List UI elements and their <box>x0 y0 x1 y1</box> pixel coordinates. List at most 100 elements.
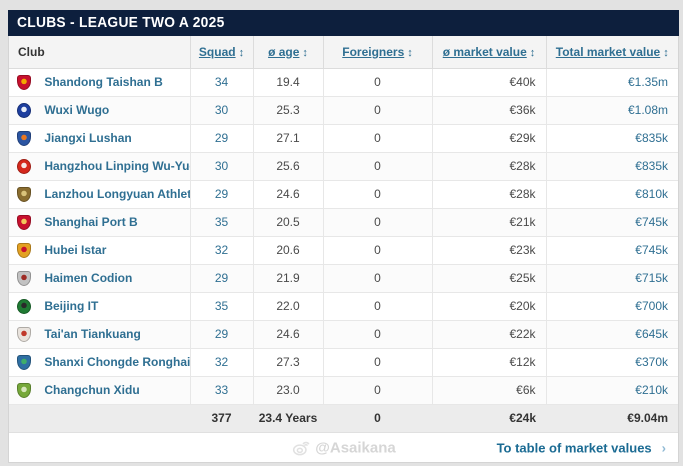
squad-value-link[interactable]: 35 <box>189 208 254 237</box>
club-crest-icon[interactable] <box>17 130 31 146</box>
squad-value-link[interactable]: 29 <box>189 264 254 293</box>
total-market-value-link[interactable]: €645k <box>545 320 678 349</box>
squad-value-link[interactable]: 34 <box>189 68 254 97</box>
weibo-icon <box>292 441 309 455</box>
clubs-table-box: CLUBS - LEAGUE TWO A 2025 Club Squad ↕ ø … <box>8 10 679 463</box>
totals-squad: 377 <box>190 404 253 432</box>
club-name-link[interactable]: Shandong Taishan B <box>44 75 163 90</box>
total-market-value-link[interactable]: €745k <box>545 208 678 237</box>
club-name-link[interactable]: Lanzhou Longyuan Athletic <box>44 187 190 202</box>
column-header-squad: Squad ↕ <box>189 36 254 69</box>
table-row: Shandong Taishan B 34 19.4 0 €40k €1.35m <box>9 68 678 97</box>
totals-row: 377 23.4 Years 0 €24k €9.04m <box>9 404 678 432</box>
club-crest-icon[interactable] <box>17 270 31 286</box>
club-crest-icon[interactable] <box>17 382 31 398</box>
foreigners-value: 0 <box>322 124 433 153</box>
club-crest-icon[interactable] <box>17 158 31 174</box>
club-name-link[interactable]: Shanxi Chongde Ronghai <box>44 355 190 370</box>
total-market-value-link[interactable]: €835k <box>545 152 678 181</box>
sort-avg-age-link[interactable]: ø age ↕ <box>268 44 308 59</box>
club-name-link[interactable]: Haimen Codion <box>44 271 133 286</box>
sort-arrows-icon[interactable]: ↕ <box>302 46 308 59</box>
page-title: CLUBS - LEAGUE TWO A 2025 <box>17 14 225 31</box>
total-market-value-link[interactable]: €1.08m <box>545 96 678 125</box>
sort-arrows-icon[interactable]: ↕ <box>238 46 245 59</box>
avg-market-value: €28k <box>431 180 547 209</box>
squad-value-link[interactable]: 32 <box>189 236 254 265</box>
sort-foreigners-link[interactable]: Foreigners ↕ <box>342 44 413 59</box>
market-values-table-link[interactable]: To table of market values › <box>496 440 666 455</box>
squad-value-link[interactable]: 29 <box>189 180 254 209</box>
totals-empty-cell <box>9 404 190 432</box>
avg-market-value: €40k <box>431 68 547 97</box>
avg-age-value: 25.3 <box>252 96 324 125</box>
club-name-link[interactable]: Hubei Istar <box>44 243 107 258</box>
column-header-avg-market-value: ø market value ↕ <box>431 36 547 69</box>
total-market-value-link[interactable]: €700k <box>545 292 678 321</box>
club-name-link[interactable]: Tai'an Tiankuang <box>44 327 141 342</box>
chevron-right-icon: › <box>661 440 666 455</box>
squad-value-link[interactable]: 29 <box>189 124 254 153</box>
total-market-value-link[interactable]: €210k <box>545 376 678 405</box>
squad-value-link[interactable]: 30 <box>189 152 254 181</box>
avg-age-value: 22.0 <box>252 292 324 321</box>
table-row: Shanxi Chongde Ronghai 32 27.3 0 €12k €3… <box>9 348 678 377</box>
avg-age-value: 27.3 <box>252 348 324 377</box>
club-crest-icon[interactable] <box>17 186 31 202</box>
foreigners-value: 0 <box>322 236 433 265</box>
sort-squad-link[interactable]: Squad ↕ <box>198 44 245 59</box>
column-header-total-market-value: Total market value ↕ <box>545 36 678 69</box>
club-name-link[interactable]: Jiangxi Lushan <box>44 131 132 146</box>
club-name-link[interactable]: Hangzhou Linping Wu-Yue <box>44 159 190 174</box>
sort-arrows-icon[interactable]: ↕ <box>663 46 669 59</box>
sort-avg-market-value-link[interactable]: ø market value ↕ <box>442 44 536 59</box>
total-market-value-link[interactable]: €745k <box>545 236 678 265</box>
avg-age-value: 21.9 <box>252 264 324 293</box>
squad-value-link[interactable]: 30 <box>189 96 254 125</box>
club-crest-icon[interactable] <box>17 354 31 370</box>
table-row: Jiangxi Lushan 29 27.1 0 €29k €835k <box>9 124 678 153</box>
total-market-value-link[interactable]: €715k <box>545 264 678 293</box>
squad-value-link[interactable]: 32 <box>189 348 254 377</box>
avg-market-value: €21k <box>431 208 547 237</box>
squad-value-link[interactable]: 35 <box>189 292 254 321</box>
sort-total-market-value-link[interactable]: Total market value ↕ <box>555 44 669 59</box>
squad-value-link[interactable]: 29 <box>189 320 254 349</box>
total-market-value-link[interactable]: €835k <box>545 124 678 153</box>
total-market-value-link[interactable]: €370k <box>545 348 678 377</box>
avg-market-value: €22k <box>431 320 547 349</box>
sort-arrows-icon[interactable]: ↕ <box>529 46 536 59</box>
table-row: Changchun Xidu 33 23.0 0 €6k €210k <box>9 376 678 405</box>
total-market-value-link[interactable]: €810k <box>545 180 678 209</box>
avg-age-value: 24.6 <box>252 180 324 209</box>
club-crest-icon[interactable] <box>17 214 31 230</box>
club-crest-icon[interactable] <box>17 298 31 314</box>
avg-market-value: €25k <box>431 264 547 293</box>
club-crest-icon[interactable] <box>17 102 31 118</box>
avg-age-value: 20.5 <box>252 208 324 237</box>
club-crest-icon[interactable] <box>17 326 31 342</box>
club-name-link[interactable]: Changchun Xidu <box>44 383 140 398</box>
table-row: Hangzhou Linping Wu-Yue 30 25.6 0 €28k €… <box>9 152 678 181</box>
table-row: Wuxi Wugo 30 25.3 0 €36k €1.08m <box>9 96 678 125</box>
table-row: Beijing IT 35 22.0 0 €20k €700k <box>9 292 678 321</box>
foreigners-value: 0 <box>322 320 433 349</box>
avg-market-value: €36k <box>431 96 547 125</box>
foreigners-value: 0 <box>322 152 433 181</box>
foreigners-value: 0 <box>322 348 433 377</box>
club-crest-icon[interactable] <box>17 74 31 90</box>
sort-arrows-icon[interactable]: ↕ <box>407 46 413 59</box>
club-name-link[interactable]: Wuxi Wugo <box>44 103 110 118</box>
club-name-link[interactable]: Beijing IT <box>44 299 99 314</box>
avg-age-value: 24.6 <box>252 320 324 349</box>
total-market-value-link[interactable]: €1.35m <box>545 68 678 97</box>
table-row: Lanzhou Longyuan Athletic 29 24.6 0 €28k… <box>9 180 678 209</box>
avg-market-value: €23k <box>431 236 547 265</box>
avg-age-value: 20.6 <box>252 236 324 265</box>
foreigners-value: 0 <box>322 292 433 321</box>
avg-age-value: 27.1 <box>252 124 324 153</box>
club-name-link[interactable]: Shanghai Port B <box>44 215 138 230</box>
table-row: Tai'an Tiankuang 29 24.6 0 €22k €645k <box>9 320 678 349</box>
club-crest-icon[interactable] <box>17 242 31 258</box>
squad-value-link[interactable]: 33 <box>189 376 254 405</box>
